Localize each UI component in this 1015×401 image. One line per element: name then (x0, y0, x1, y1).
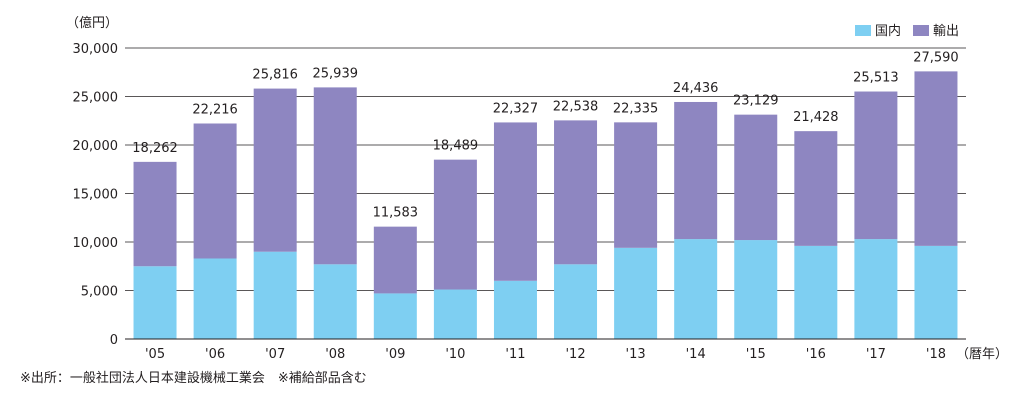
footnote: ※出所：一般社団法人日本建設機械工業会 ※補給部品含む (20, 370, 367, 386)
bar-export (133, 161, 177, 267)
bar-domestic (133, 266, 177, 339)
y-tick-label: 0 (110, 333, 118, 348)
total-label: 18,262 (132, 141, 178, 156)
x-axis-ticks: '05 '06 '07 '08 '09 '10 '11 '12 '13 '14 '15 '16 '17 '… (145, 347, 946, 362)
bar-domestic (193, 258, 237, 339)
x-tick-label: '17 (866, 347, 886, 362)
bars (133, 71, 958, 339)
y-axis-unit: （億円） (66, 15, 118, 31)
bar-export (373, 226, 417, 294)
legend-label-domestic: 国内 (875, 23, 901, 39)
total-label: 22,327 (493, 101, 539, 116)
x-tick-label: '12 (565, 347, 585, 362)
total-label: 25,939 (313, 66, 359, 81)
y-tick-label: 10,000 (73, 236, 119, 251)
bar-domestic (734, 240, 778, 339)
legend-label-export: 輸出 (933, 24, 959, 39)
y-tick-label: 25,000 (73, 91, 119, 106)
total-label: 21,428 (793, 110, 839, 125)
bar-export (614, 122, 658, 248)
bar-domestic (794, 245, 838, 339)
x-tick-label: '11 (505, 347, 525, 362)
gridlines (125, 47, 966, 291)
bar-export (493, 122, 537, 281)
total-label: 25,816 (252, 68, 298, 83)
bar-domestic (313, 264, 357, 339)
bar-export (313, 87, 357, 265)
x-tick-label: '08 (325, 347, 345, 362)
bar-export (554, 120, 598, 265)
x-tick-label: '16 (806, 347, 826, 362)
bar-export (674, 101, 718, 240)
total-label: 22,216 (192, 103, 238, 118)
total-label: 18,489 (433, 139, 479, 154)
bar-domestic (433, 289, 477, 339)
bar-domestic (674, 239, 718, 339)
bar-export (433, 159, 477, 290)
x-tick-label: '06 (205, 347, 225, 362)
bar-export (253, 88, 297, 252)
x-tick-label: '15 (746, 347, 766, 362)
total-labels: 18,262 22,216 25,816 25,939 11,583 18,489 22,3… (132, 50, 958, 220)
total-label: 22,538 (553, 99, 599, 114)
total-label: 11,583 (373, 206, 419, 221)
bar-domestic (554, 264, 598, 339)
total-label: 27,590 (913, 50, 959, 65)
bar-export (854, 91, 898, 240)
bar-domestic (614, 247, 658, 339)
x-tick-label: '09 (385, 347, 405, 362)
bar-export (794, 131, 838, 246)
x-tick-label: '05 (145, 347, 165, 362)
legend-swatch-export (913, 25, 929, 36)
x-tick-label: '10 (445, 347, 465, 362)
bar-export (734, 114, 778, 241)
x-tick-label: '18 (926, 347, 946, 362)
total-label: 22,335 (613, 101, 659, 116)
bar-domestic (253, 251, 297, 339)
legend-swatch-domestic (855, 25, 871, 36)
y-axis-ticks: 0 5,000 10,000 15,000 20,000 25,000 30,000 (73, 42, 119, 348)
total-label: 24,436 (673, 81, 719, 96)
x-tick-label: '14 (686, 347, 706, 362)
bar-domestic (493, 280, 537, 339)
bar-domestic (373, 293, 417, 339)
total-label: 25,513 (853, 71, 899, 86)
legend: 国内 輸出 (855, 23, 959, 39)
x-tick-label: '13 (626, 347, 646, 362)
bar-domestic (854, 239, 898, 339)
x-axis-unit: （暦年） (956, 347, 1008, 362)
y-tick-label: 20,000 (73, 139, 119, 154)
bar-export (193, 123, 237, 259)
x-tick-label: '07 (265, 347, 285, 362)
bar-domestic (914, 245, 958, 339)
bar-export (914, 71, 958, 246)
y-tick-label: 15,000 (73, 188, 119, 203)
y-tick-label: 30,000 (73, 42, 119, 57)
total-label: 23,129 (733, 94, 779, 109)
y-tick-label: 5,000 (81, 285, 118, 300)
